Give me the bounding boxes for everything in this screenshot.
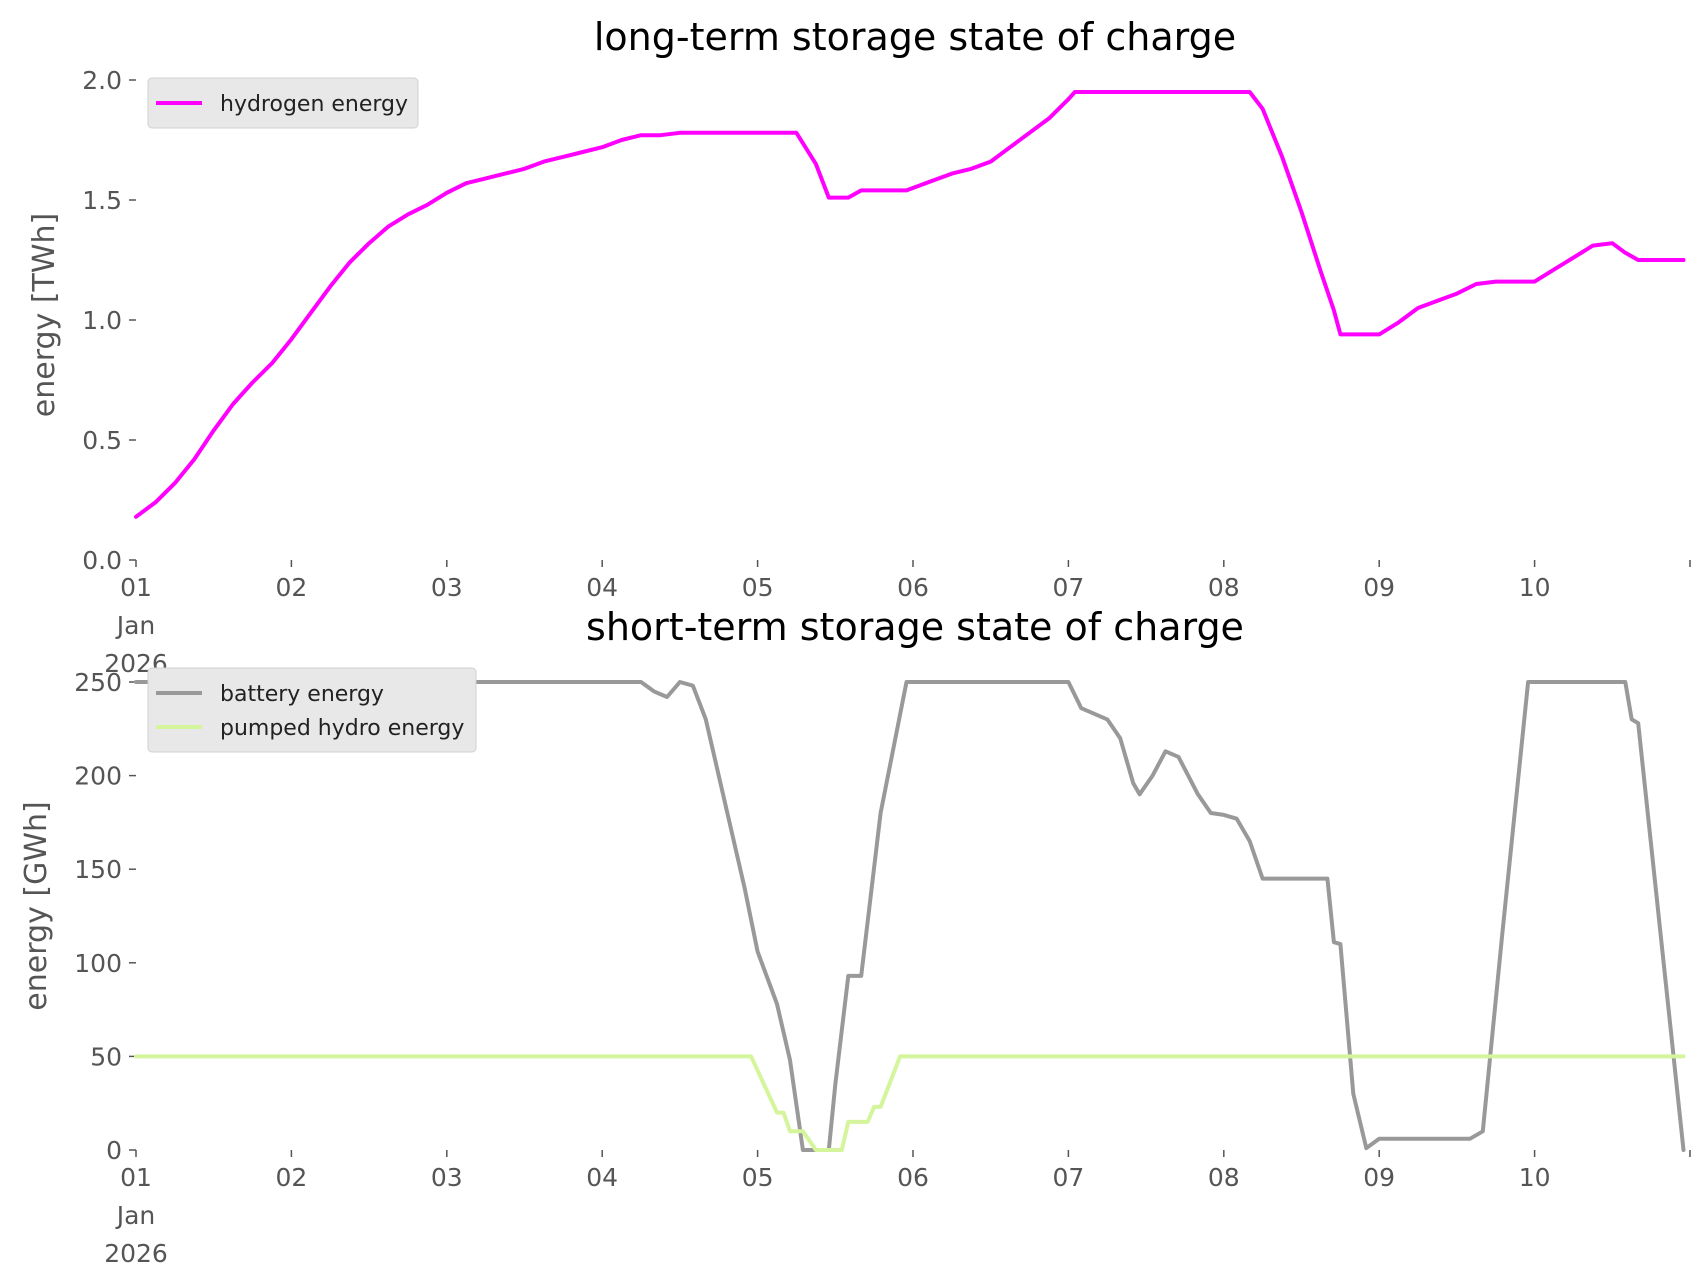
legend-label: pumped hydro energy	[220, 716, 464, 741]
series-line-hydrogen-energy	[134, 90, 1686, 519]
x-tick-label: 08	[1208, 573, 1240, 602]
x-tick-label: 01 Jan 2026	[104, 1163, 168, 1268]
x-tick-label: 04	[586, 573, 618, 602]
legend: battery energy pumped hydro energy	[147, 667, 477, 753]
y-axis-ticks: 0.0 0.5 1.0 1.5 2.0	[82, 66, 136, 575]
series-layer	[134, 90, 1686, 519]
x-tick-label: 06	[897, 573, 929, 602]
legend: hydrogen energy	[147, 77, 419, 129]
y-tick-label: 1.0	[82, 306, 122, 335]
x-tick-label: 07	[1052, 1163, 1084, 1192]
x-tick-label: 09	[1363, 573, 1395, 602]
x-tick-label: 03	[431, 1163, 463, 1192]
series-layer	[134, 680, 1686, 1152]
long-term-storage-panel: long-term storage state of charge energy…	[27, 15, 1691, 678]
series-line-pumped-hydro-energy	[134, 1054, 1686, 1152]
series-line-battery-energy	[134, 680, 1686, 1152]
y-tick-label: 50	[90, 1042, 122, 1071]
x-tick-label: 10	[1519, 573, 1551, 602]
x-tick-label: 03	[431, 573, 463, 602]
y-tick-label: 100	[74, 949, 122, 978]
chart-title: long-term storage state of charge	[594, 15, 1236, 59]
y-tick-label: 2.0	[82, 66, 122, 95]
y-axis-label: energy [GWh]	[19, 801, 54, 1010]
y-tick-label: 200	[74, 762, 122, 791]
y-tick-label: 0.0	[82, 546, 122, 575]
x-tick-label: 05	[742, 573, 774, 602]
legend-frame	[147, 77, 419, 129]
y-tick-label: 250	[74, 668, 122, 697]
x-tick-label: 02	[275, 573, 307, 602]
y-axis-ticks: 0 50 100 150 200 250	[74, 668, 136, 1165]
y-tick-label: 1.5	[82, 186, 122, 215]
short-term-storage-panel: short-term storage state of charge energ…	[19, 605, 1691, 1268]
x-tick-label: 06	[897, 1163, 929, 1192]
y-tick-label: 0	[106, 1136, 122, 1165]
x-tick-label: 08	[1208, 1163, 1240, 1192]
x-tick-label: 04	[586, 1163, 618, 1192]
y-tick-label: 150	[74, 855, 122, 884]
x-axis-ticks: 01 Jan 2026 02 03 04 05 06 07 08 09 10	[104, 1150, 1691, 1268]
legend-label: battery energy	[220, 682, 384, 707]
y-axis-label: energy [TWh]	[27, 213, 62, 417]
chart-title: short-term storage state of charge	[586, 605, 1244, 649]
y-tick-label: 0.5	[82, 426, 122, 455]
legend-label: hydrogen energy	[220, 92, 408, 117]
x-axis-ticks: 01 Jan 2026 02 03 04 05 06 07 08 09 10	[104, 560, 1691, 678]
x-tick-label: 09	[1363, 1163, 1395, 1192]
x-tick-label: 01 Jan 2026	[104, 573, 168, 678]
x-tick-label: 05	[742, 1163, 774, 1192]
x-tick-label: 07	[1052, 573, 1084, 602]
x-tick-label: 02	[275, 1163, 307, 1192]
legend-frame	[147, 667, 477, 753]
x-tick-label: 10	[1519, 1163, 1551, 1192]
